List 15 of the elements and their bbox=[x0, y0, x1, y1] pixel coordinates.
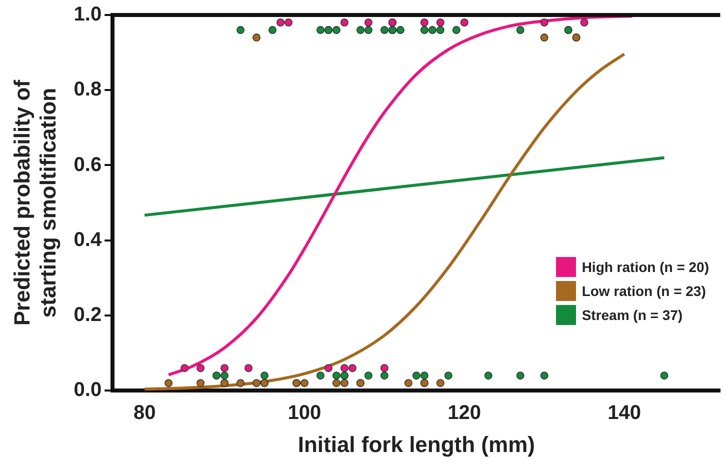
y-tick-label: 0.2 bbox=[74, 304, 102, 326]
y-tick-label: 0.8 bbox=[74, 78, 102, 101]
x-tick-label: 120 bbox=[448, 402, 482, 424]
y-tick-label: 0.4 bbox=[74, 228, 102, 251]
x-tick-label: 80 bbox=[133, 402, 156, 424]
x-tick-label: 140 bbox=[608, 402, 641, 424]
x-axis-title: Initial fork length (mm) bbox=[298, 432, 535, 457]
y-tick-label: 0.0 bbox=[74, 379, 102, 402]
y-tick-label: 1.0 bbox=[74, 4, 102, 26]
x-tick-label: 100 bbox=[288, 402, 322, 424]
legend-label: High ration (n = 20) bbox=[582, 259, 709, 276]
legend-label: Low ration (n = 23) bbox=[582, 283, 706, 300]
y-tick-label: 0.6 bbox=[74, 154, 102, 176]
legend-label: Stream (n = 37) bbox=[582, 307, 683, 324]
y-axis-title: Predicted probability of starting smoltification bbox=[9, 79, 61, 326]
